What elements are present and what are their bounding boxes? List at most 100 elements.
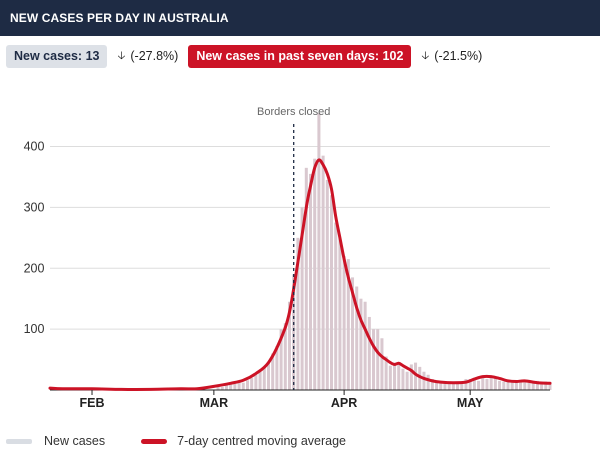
new-cases-change-value: (-27.8%): [130, 49, 179, 63]
seven-day-change-value: (-21.5%): [434, 49, 483, 63]
x-tick-label: FEB: [80, 396, 105, 410]
bar: [296, 237, 300, 390]
x-tick-label: APR: [331, 396, 357, 410]
bar: [346, 259, 350, 390]
bar: [401, 368, 405, 390]
bar: [426, 374, 430, 390]
tick-labels: 100 200 300 400 FEB MAR APR MAY: [24, 140, 485, 410]
legend-new-cases-label: New cases: [44, 434, 106, 448]
bar: [506, 380, 510, 390]
bar: [266, 362, 270, 390]
legend-average-label: 7-day centred moving average: [177, 434, 346, 448]
bar: [435, 380, 439, 390]
seven-day-change: 🡣 (-21.5%): [421, 47, 482, 66]
legend-average-swatch: [141, 438, 168, 444]
bar: [384, 356, 388, 390]
stats-row: New cases: 13 🡣 (-27.8%) New cases in pa…: [6, 44, 492, 68]
bar: [275, 346, 279, 390]
bar: [397, 362, 401, 390]
bar: [376, 329, 380, 390]
bar: [279, 329, 283, 390]
moving-average-line: [48, 158, 552, 391]
arrow-down-icon: 🡣: [117, 49, 126, 62]
bar: [468, 379, 472, 390]
bar: [460, 382, 464, 390]
bar: [283, 323, 287, 390]
arrow-down-icon: 🡣: [421, 49, 430, 62]
bar: [372, 329, 376, 390]
new-cases-change: 🡣 (-27.8%): [117, 47, 178, 66]
bar: [502, 381, 506, 390]
bar: [544, 381, 548, 390]
bar: [287, 301, 292, 390]
bar: [241, 382, 245, 390]
legend: New cases 7-day centred moving average: [6, 434, 346, 448]
bar: [229, 383, 233, 390]
legend-new-cases-swatch: [6, 438, 32, 444]
x-tick-label: MAY: [457, 396, 484, 410]
bar: [493, 377, 497, 390]
bar: [330, 195, 334, 390]
bar-series: [216, 113, 552, 390]
bar: [422, 371, 426, 390]
bar: [308, 173, 313, 390]
bar: [451, 383, 455, 390]
bar: [535, 380, 539, 390]
bar: [325, 180, 329, 390]
bar: [216, 385, 220, 390]
bar: [363, 301, 367, 390]
bar: [447, 382, 451, 390]
bar: [220, 386, 224, 390]
bar: [477, 380, 481, 390]
bar: [439, 382, 443, 390]
bar: [464, 379, 468, 390]
bar: [523, 382, 527, 390]
annotation-label: Borders closed: [257, 106, 330, 118]
bar: [527, 381, 531, 390]
bar: [489, 377, 493, 390]
bar: [430, 379, 434, 390]
bar: [393, 362, 397, 390]
bar: [380, 338, 384, 390]
bar: [224, 384, 228, 390]
x-tick-label: MAR: [200, 396, 228, 410]
bar: [262, 366, 266, 390]
bar: [250, 377, 254, 390]
bar: [338, 237, 342, 390]
y-tick-label: 100: [24, 322, 45, 336]
bar: [237, 382, 241, 390]
bar: [418, 366, 422, 390]
bar: [409, 364, 413, 390]
seven-day-badge: New cases in past seven days: 102: [188, 44, 412, 68]
annotation: Borders closed: [257, 106, 330, 390]
bar: [292, 274, 296, 390]
bar: [313, 158, 317, 390]
y-tick-label: 300: [24, 200, 45, 214]
bar: [498, 380, 502, 390]
chart-header: NEW CASES PER DAY IN AUSTRALIA: [0, 0, 600, 36]
bar: [359, 298, 363, 390]
bar: [355, 286, 359, 390]
bar: [481, 377, 485, 390]
bar: [271, 353, 275, 390]
bar: [531, 380, 535, 390]
bar: [300, 207, 304, 390]
bar: [388, 365, 392, 390]
bar: [514, 381, 518, 390]
bar: [472, 377, 476, 390]
bar: [321, 155, 325, 390]
bar: [443, 382, 447, 390]
bar: [351, 277, 355, 390]
bar: [485, 379, 489, 390]
bar: [405, 371, 409, 390]
bar: [548, 382, 552, 390]
bar: [317, 113, 321, 390]
bar: [414, 362, 418, 390]
bar: [258, 371, 262, 390]
bar: [519, 380, 523, 390]
line-series: [48, 158, 552, 391]
chart-title: NEW CASES PER DAY IN AUSTRALIA: [10, 11, 229, 25]
bar: [456, 382, 460, 390]
y-tick-label: 400: [24, 140, 45, 154]
cases-chart: Borders closed 100 200 300 400 FEB MAR APR MAY: [24, 106, 552, 410]
